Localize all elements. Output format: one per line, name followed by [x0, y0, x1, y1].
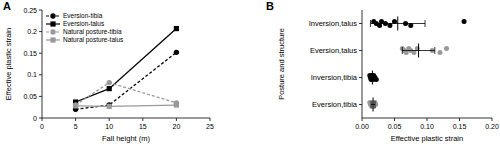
y-axis-title: Effective plastic strain — [4, 28, 13, 100]
legend-marker — [50, 29, 55, 34]
x-tick-label: 0.00 — [355, 123, 369, 130]
panel-label: B — [266, 0, 274, 12]
x-tick — [142, 118, 143, 121]
x-axis — [42, 118, 210, 119]
y-tick-label: 0.25 — [23, 7, 37, 14]
x-tick-label: 10 — [105, 123, 113, 130]
y-tick — [39, 118, 42, 119]
y-axis-title: Posture and structure — [277, 28, 286, 100]
y-tick-label: 0.05 — [23, 93, 37, 100]
panel: B 0.00 0.05 0.10 0.15 0.20 Inversion,talus Ever… — [266, 0, 499, 143]
y-tick — [39, 10, 42, 11]
marker — [107, 80, 112, 85]
marker — [107, 86, 112, 91]
y-tick — [39, 53, 42, 54]
category-label: Inversion,talus — [309, 19, 358, 28]
y-tick — [359, 50, 362, 51]
point — [462, 19, 467, 24]
x-tick-label: 5 — [74, 123, 78, 130]
x-tick-label: 0.05 — [388, 123, 402, 130]
x-axis-title: Effective plastic strain — [391, 134, 463, 143]
x-tick-label: 0.20 — [485, 123, 499, 130]
x-tick-label: 0.15 — [453, 123, 467, 130]
x-tick-label: 0 — [40, 123, 44, 130]
x-tick — [492, 118, 493, 121]
marker — [174, 50, 179, 55]
series-line — [76, 52, 177, 109]
y-tick-label: 0.15 — [23, 50, 37, 57]
y-tick — [359, 77, 362, 78]
panel: A 0 5 10 15 20 25 0 0.05 0.1 0.15 0.2 0.25 Fall heigh… — [3, 0, 214, 143]
error-bar — [402, 47, 435, 54]
category-label: Inversion,tibia — [311, 73, 358, 82]
marker — [174, 26, 179, 31]
y-tick-label: 0 — [33, 115, 37, 122]
legend: Eversion-tibiaEversion-talusNatural post… — [46, 12, 124, 44]
x-tick-label: 0.10 — [420, 123, 434, 130]
error-bar — [370, 20, 425, 27]
y-tick — [359, 23, 362, 24]
x-tick — [459, 118, 460, 121]
legend-label: Natural posture-talus — [63, 36, 124, 44]
legend-marker — [50, 37, 55, 42]
marker — [73, 102, 78, 107]
legend-marker — [50, 13, 55, 18]
y-tick — [39, 96, 42, 97]
y-axis — [42, 10, 43, 118]
series-line — [76, 83, 177, 105]
y-axis — [362, 10, 363, 118]
x-tick — [176, 118, 177, 121]
y-tick — [39, 31, 42, 32]
x-tick — [394, 118, 395, 121]
y-tick-label: 0.2 — [27, 28, 37, 35]
x-tick — [42, 118, 43, 121]
category-label: Eversion,talus — [310, 46, 357, 55]
series-line — [76, 105, 177, 106]
legend-label: Eversion-tibia — [63, 12, 103, 19]
marker — [174, 102, 179, 107]
x-tick — [109, 118, 110, 121]
error-bar — [371, 101, 375, 108]
marker — [73, 103, 78, 108]
x-tick-label: 20 — [173, 123, 181, 130]
plot-area — [367, 17, 466, 112]
legend-marker — [50, 21, 55, 26]
x-tick — [362, 118, 363, 121]
legend-label: Natural posture-tibia — [63, 28, 122, 36]
x-tick — [210, 118, 211, 121]
legend-label: Eversion-talus — [63, 20, 105, 27]
x-tick — [427, 118, 428, 121]
y-tick-label: 0.1 — [27, 71, 37, 78]
marker — [107, 104, 112, 109]
error-bar — [370, 74, 374, 81]
x-axis-title: Fall height (m) — [102, 134, 150, 143]
point — [444, 46, 449, 51]
figure: A 0 5 10 15 20 25 0 0.05 0.1 0.15 0.2 0.25 Fall heigh… — [0, 0, 500, 145]
point — [438, 50, 443, 55]
x-tick — [75, 118, 76, 121]
x-tick-label: 25 — [206, 123, 214, 130]
y-tick — [359, 104, 362, 105]
x-tick-label: 15 — [139, 123, 147, 130]
category-label: Eversion,tibia — [312, 100, 358, 109]
y-tick — [39, 74, 42, 75]
panel-label: A — [3, 0, 11, 12]
